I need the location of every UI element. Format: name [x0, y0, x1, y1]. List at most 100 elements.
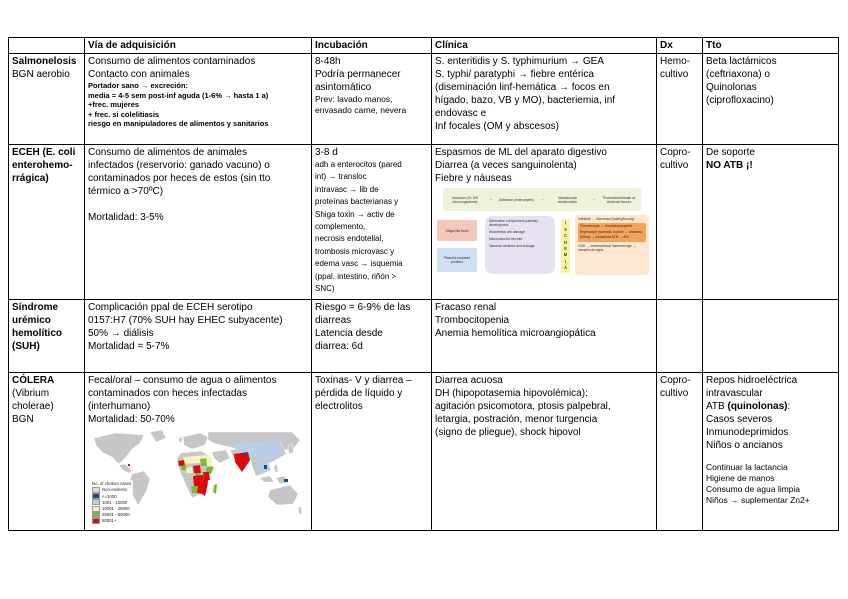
text-line: SNC) [315, 284, 335, 294]
text-line: térmico a >70ºC) [88, 186, 164, 197]
text-line: Fracaso renal [435, 302, 497, 313]
diagram-outcome-line: Intestine → diarrhoea (watery/bloody) [578, 217, 635, 221]
text-line: S [564, 226, 567, 232]
text-line: rrágica) [12, 173, 49, 184]
text-line: agitación psicomotora, ptosis palpebral, [435, 401, 611, 412]
text-line: +frec. mujeres [88, 100, 140, 110]
legend-label: 1001 - 10000 [102, 499, 128, 505]
diagram-step: Inoculum (10-100 microorganisms) [451, 195, 479, 204]
text-line: ECEH (E. coli [12, 147, 76, 158]
text-line: DH (hipopotasemia hipovolémica): [435, 388, 588, 399]
text-line: Thrombocyte → thrombocytopenia [580, 224, 633, 228]
cell-suh-dx [656, 299, 703, 373]
cell-eceh-incubacion: 3-8 d adh a enterocitos (pared int) → tra… [311, 144, 432, 300]
cell-eceh-tto: De soporte NO ATB ¡! [702, 144, 839, 300]
cell-colera-tto: Repos hidroeléctrica intravascular ATB (q… [702, 372, 839, 531]
row-suh: Síndrome urémico hemolítico (SUH) Complicac… [8, 299, 839, 373]
text-line: Anemia hemolítica microangiopática [435, 328, 596, 339]
text-line: (ciprofloxacino) [706, 95, 774, 106]
text-line: 50% → diálisis [88, 328, 154, 339]
text-line: (SUH) [12, 341, 40, 352]
text-line: contaminados con heces infectadas [88, 388, 247, 399]
legend-swatch-1001-10000 [92, 499, 100, 506]
text-line: Continuar la lactancia [706, 462, 788, 472]
text-line: proteínas bacterianas y [315, 197, 399, 207]
text-line: adh a enterocitos (pared [315, 160, 402, 169]
text-line: Copro- [660, 147, 691, 158]
legend-label: 50001+ [102, 518, 117, 524]
cell-salmonelosis-tto: Beta lactámicos (ceftriaxona) o Quinolonas… [702, 53, 839, 145]
text-line: Inmunodeprimidos [706, 427, 789, 438]
header-dx: Dx [656, 37, 703, 54]
cell-suh-tto [702, 299, 839, 373]
cell-colera-clinica: Diarrea acuosa DH (hipopotasemia hipovolé… [431, 372, 657, 531]
text-line: Mortalidad = 5-7% [88, 341, 170, 352]
incubacion-text: 3-8 d [315, 147, 338, 158]
text-line: hígado, bazo, VB y MO), bacteriemia, inf [435, 95, 616, 106]
text-line: Prev: lavado manos, [315, 94, 393, 104]
cell-eceh-via: Consumo de alimentos de animales infectad… [84, 144, 312, 300]
text-line: (signo de pliegue), shock hipovol [435, 427, 581, 438]
text-line: Alternative complement pathway developme… [489, 219, 539, 227]
cell-salmonelosis-clinica: S. enteritidis y S. typhimurium → GEA S. … [431, 53, 657, 145]
text-line: enterohemo- [12, 160, 73, 171]
text-line: + frec. si colelitiasis [88, 109, 160, 119]
text-line: S. typhi/ paratyphi → fiebre entérica [435, 69, 594, 80]
legend-label: Non-endemic [102, 487, 128, 493]
map-legend-item: 50001+ [92, 517, 131, 524]
text-line: (ceftriaxona) o [706, 69, 770, 80]
clinica-text: Fracaso renal Trombocitopenia Anemia hemol… [435, 301, 653, 340]
text-line: Mortalidad: 3-5% [88, 212, 164, 223]
cell-colera-name: CÓLERA (Vibrium cholerae) BGN [8, 372, 85, 531]
tto-text: De soporte [706, 147, 755, 158]
diagram-outcome-line: CNS → oedema/focal haemorrhage → coma/fo… [578, 243, 637, 252]
text-line: Kidney → ischaemia ATN → AKI [580, 235, 629, 239]
diagram-step: Intravascular translocation [557, 195, 578, 204]
text-line: Quinolonas [706, 82, 757, 93]
via-text: Consumo de alimentos de animales infectad… [88, 146, 308, 224]
text-line: Diarrea acuosa [435, 375, 503, 386]
text-line: Erythrocyte traumatic rupture → anaemia [580, 229, 642, 234]
text-line: Espasmos de ML del aparato digestivo [435, 147, 607, 158]
incubacion-text: 8-48h Podría permanecer asintomático [315, 55, 428, 94]
map-legend-item: 1001 - 10000 [92, 499, 131, 506]
text-line: Riesgo = 6-9% de las [315, 302, 411, 313]
header-via: Vía de adquisición [84, 37, 312, 54]
text-line: urémico [12, 315, 51, 326]
text-line: A [563, 265, 568, 271]
legend-label: 25001 - 50000 [102, 512, 130, 518]
text-line: (ppal. intestino, riñón > [315, 271, 397, 281]
text-line: Microvascular thrombi [489, 237, 523, 241]
cholera-world-map: No. of cholera cases Non-endemic <=1000 … [88, 428, 304, 528]
incubacion-fine-text: adh a enterocitos (pared int) → transloc i… [315, 159, 428, 295]
text-line: Portador sano → excreción: [88, 81, 189, 90]
header-row: Vía de adquisición Incubación Clínica Dx… [8, 37, 839, 54]
text-line: Shiga toxin → activ de [315, 209, 395, 219]
text-line: letargia, postración, menor turgencia [435, 414, 598, 425]
arrow-icon [488, 193, 493, 206]
text-line: Consumo de alimentos de animales [88, 147, 247, 158]
text-line: M [563, 252, 568, 258]
text-line: (Vibrium [12, 388, 50, 399]
text-line: cholerae) [12, 401, 54, 412]
incubacion-text: Riesgo = 6-9% de las diarreas Latencia des… [315, 301, 428, 353]
cell-colera-incubacion: Toxinas- V y diarrea – pérdida de líquido… [311, 372, 432, 531]
dx-text: Copro-cultivo [660, 146, 699, 172]
text-line: contaminados por heces de estos (sin tto [88, 173, 271, 184]
world-map-image [93, 429, 303, 515]
text-line: Niños → suplementar Zn2+ [706, 495, 810, 505]
text-line: envasado carne, nevera [315, 105, 407, 115]
diagram-top-bar: Inoculum (10-100 microorganisms) Adhesio… [443, 188, 641, 211]
text-line: Copro- [660, 375, 691, 386]
text-line: Fiebre y náuseas [435, 173, 512, 184]
text-line: Vascular oedema and leakage [489, 244, 535, 248]
text-line: Trombocitopenia [435, 315, 510, 326]
via-text: Consumo de alimentos contaminados Contact… [88, 55, 308, 81]
map-legend-item: 25001 - 50000 [92, 511, 131, 518]
text-line: H [563, 239, 568, 245]
diseases-table: Vía de adquisición Incubación Clínica Dx… [8, 37, 839, 531]
text-line: Beta lactámicos [706, 56, 777, 67]
text-line: complemento, [315, 222, 366, 232]
disease-name: Salmonelosis [12, 56, 77, 67]
